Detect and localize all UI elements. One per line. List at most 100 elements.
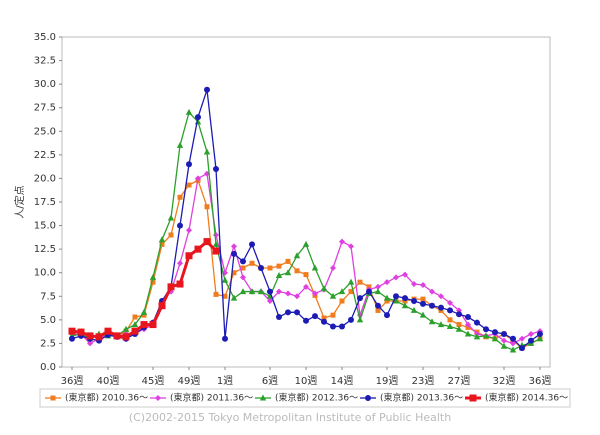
data-point (312, 313, 318, 320)
data-point (429, 288, 435, 295)
y-tick-label: 32.5 (34, 56, 56, 67)
legend-label: (東京都) 2012.36〜 (275, 392, 358, 404)
data-point (158, 302, 166, 310)
data-point (392, 297, 400, 304)
data-point (348, 243, 354, 250)
x-tick-label: 6週 (262, 375, 278, 387)
data-point (411, 281, 417, 288)
data-point (330, 312, 336, 318)
data-point (194, 245, 202, 253)
y-tick-label: 10.0 (34, 268, 56, 279)
legend-marker (365, 395, 371, 401)
y-tick-label: 12.5 (34, 244, 56, 255)
data-point (258, 265, 264, 271)
y-tick-label: 15.0 (34, 221, 56, 232)
data-point (501, 337, 507, 344)
data-point (384, 312, 390, 319)
data-point (203, 148, 211, 155)
x-tick-label: 1週 (217, 375, 233, 387)
data-point (285, 309, 291, 316)
data-point (465, 314, 471, 321)
data-point (536, 335, 544, 342)
data-point (141, 312, 147, 318)
data-point (383, 294, 391, 301)
data-point (500, 342, 508, 349)
data-point (113, 332, 121, 340)
data-point (491, 335, 499, 342)
data-point (185, 108, 193, 115)
data-point (528, 331, 534, 337)
data-point (401, 302, 409, 309)
data-point (321, 318, 327, 325)
y-tick-label: 27.5 (34, 103, 56, 114)
data-point (77, 328, 85, 336)
data-point (284, 269, 292, 276)
data-point (249, 241, 255, 248)
y-axis-label: 人/定点 (13, 185, 26, 218)
data-point (366, 288, 372, 295)
data-point (348, 316, 354, 323)
data-point (177, 222, 183, 229)
data-point (293, 252, 301, 259)
legend-label: (東京都) 2011.36〜 (170, 392, 253, 404)
data-point (167, 214, 175, 221)
legend-label: (東京都) 2014.36〜 (485, 392, 568, 404)
data-point (231, 270, 237, 276)
data-point (249, 260, 255, 266)
data-point (330, 265, 336, 271)
data-point (267, 265, 273, 271)
x-tick-label: 36週 (529, 375, 552, 387)
data-point (222, 335, 228, 342)
data-point (482, 332, 490, 339)
data-point (140, 308, 148, 315)
data-point (177, 260, 183, 267)
data-point (438, 293, 444, 300)
legend-marker (155, 395, 161, 401)
x-tick-label: 27週 (448, 375, 471, 387)
x-tick-label: 14週 (331, 375, 354, 387)
data-point (311, 264, 319, 271)
data-point (95, 333, 103, 341)
data-point (221, 276, 229, 283)
data-point (519, 345, 525, 352)
data-point (303, 317, 309, 324)
data-point (212, 240, 220, 247)
data-point (464, 330, 472, 337)
data-point (456, 311, 462, 318)
data-point (276, 263, 282, 269)
data-point (303, 272, 309, 278)
data-point (294, 268, 300, 274)
data-point (212, 247, 220, 255)
data-point (438, 304, 444, 311)
data-point (455, 325, 463, 332)
y-tick-label: 5.0 (40, 315, 56, 326)
data-point (68, 327, 76, 335)
data-point (447, 317, 453, 323)
data-point (158, 236, 166, 243)
x-tick-label: 40週 (97, 375, 120, 387)
data-point (483, 326, 489, 333)
data-point (321, 315, 327, 321)
data-point (222, 293, 228, 299)
data-point (384, 279, 390, 286)
y-tick-label: 30.0 (34, 79, 56, 90)
data-point (176, 280, 184, 288)
data-point (285, 258, 291, 264)
data-point (393, 293, 399, 300)
data-point (203, 238, 211, 246)
data-point (384, 298, 390, 304)
data-point (195, 175, 201, 182)
legend-marker (469, 394, 477, 402)
data-point (257, 288, 265, 295)
data-point (294, 309, 300, 316)
data-point (375, 307, 381, 313)
data-point (446, 322, 454, 329)
data-point (528, 337, 534, 344)
data-point (303, 283, 309, 290)
data-point (185, 252, 193, 260)
data-point (204, 204, 210, 210)
data-point (428, 318, 436, 325)
y-tick-label: 25.0 (34, 126, 56, 137)
data-point (131, 321, 139, 328)
